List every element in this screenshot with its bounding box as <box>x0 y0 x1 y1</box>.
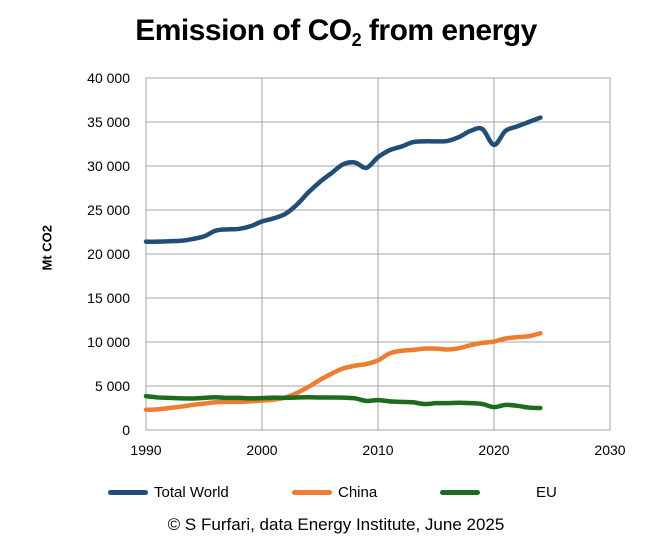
legend-label-china: China <box>338 483 378 501</box>
x-tick-label: 2020 <box>478 442 509 458</box>
legend-item-china: China <box>292 480 377 504</box>
chart-title: Emission of CO2 from energy <box>0 14 672 51</box>
y-tick-label: 0 <box>122 422 130 438</box>
credit-text: © S Furfari, data Energy Institute, June… <box>167 515 505 534</box>
chart-title-tail: from energy <box>361 14 537 47</box>
series-line-eu <box>143 393 543 411</box>
y-tick-label: 20 000 <box>87 246 130 262</box>
y-tick-label: 25 000 <box>87 202 130 218</box>
legend-swatch-total-world <box>108 489 148 495</box>
legend-item-total-world: Total World <box>108 480 229 504</box>
y-tick-label: 10 000 <box>87 334 130 350</box>
y-tick-label: 5 000 <box>95 378 130 394</box>
y-tick-label: 40 000 <box>87 70 130 86</box>
y-tick-label: 35 000 <box>87 114 130 130</box>
legend: Total World China EU <box>0 480 672 504</box>
legend-swatch-china <box>292 489 332 495</box>
y-tick-label: 15 000 <box>87 290 130 306</box>
legend-swatch-eu <box>440 489 480 495</box>
plot-area: 0 5 000 10 000 15 000 20 000 25 000 30 000 35 0… <box>87 70 626 458</box>
legend-label-total-world: Total World <box>154 483 229 501</box>
series-line-china <box>143 330 543 413</box>
x-tick-label: 2030 <box>594 442 625 458</box>
chart-title-main: Emission of CO <box>135 14 352 47</box>
x-tick-label: 1990 <box>130 442 161 458</box>
plot-border <box>145 77 611 431</box>
y-tick-label: 30 000 <box>87 158 130 174</box>
series-line-total-world <box>143 115 543 244</box>
legend-label-eu: EU <box>536 483 557 501</box>
legend-item-eu: EU <box>440 480 557 504</box>
x-tick-label: 2000 <box>246 442 277 458</box>
chart-title-subscript: 2 <box>351 30 362 50</box>
x-tick-label: 2010 <box>362 442 393 458</box>
